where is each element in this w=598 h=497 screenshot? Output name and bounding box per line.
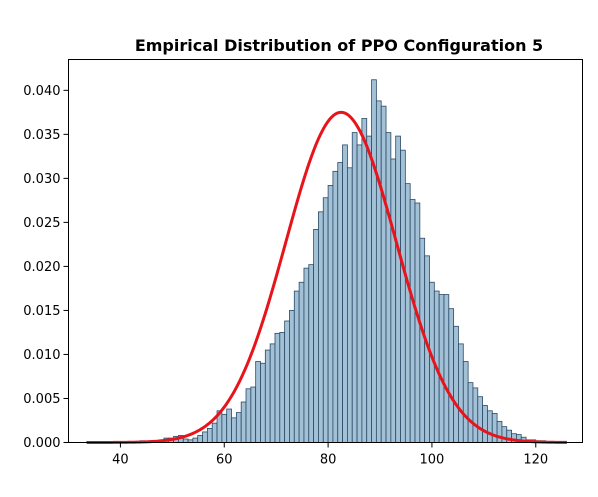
histogram-bar [226, 408, 232, 443]
histogram-bar [245, 388, 252, 443]
histogram-bar [231, 417, 237, 443]
histogram-bar [375, 100, 382, 443]
histogram-bar [467, 382, 474, 443]
histogram-bar [298, 281, 305, 443]
y-tick-label: 0.020 [23, 260, 60, 275]
histogram-bar [211, 422, 218, 443]
y-tick-label: 0.010 [23, 348, 60, 363]
histogram-bar [491, 413, 498, 443]
y-tick-label: 0.025 [23, 216, 60, 231]
histogram-bar [342, 144, 348, 443]
histogram-bar [235, 412, 242, 443]
y-tick-label: 0.040 [23, 84, 60, 99]
plot-frame [68, 59, 583, 443]
histogram-bar [293, 290, 300, 443]
histogram-bar [202, 431, 208, 443]
histogram-bar [192, 437, 199, 443]
y-tick-label: 0.030 [23, 172, 60, 187]
histogram-bar [400, 149, 406, 443]
histogram-bar [255, 361, 261, 443]
histogram-bar [458, 343, 464, 443]
histogram-bar [351, 132, 358, 443]
histogram-bar [318, 211, 324, 443]
x-tick-label: 60 [216, 453, 233, 468]
histogram-bar [356, 144, 363, 443]
histogram-bar [279, 332, 286, 443]
histogram-bar [438, 294, 445, 443]
y-tick-label: 0.015 [23, 304, 60, 319]
histogram-bar [221, 413, 228, 443]
histogram-bar [385, 132, 392, 443]
histogram-bar [380, 105, 387, 443]
histogram-bar [206, 428, 213, 443]
histogram-bar [313, 229, 319, 443]
y-tick-label: 0.005 [23, 392, 60, 407]
histogram-bar [472, 387, 479, 443]
x-tick-label: 80 [320, 453, 337, 468]
y-tick-label: 0.035 [23, 128, 60, 143]
histogram-bar [419, 237, 426, 443]
histogram-bar [395, 135, 401, 443]
histogram-bar [182, 438, 189, 443]
histogram-bar [327, 185, 334, 443]
histogram-bar [477, 396, 484, 443]
normal-fit-curve [86, 110, 567, 444]
histogram-bar [197, 435, 203, 443]
histogram-bar [322, 197, 329, 443]
x-tick-label: 120 [523, 453, 548, 468]
histogram-bars [86, 79, 556, 443]
x-axis: 40 60 80 100 120 [112, 442, 548, 468]
y-tick-label: 0.000 [23, 436, 60, 451]
histogram-bar [404, 183, 411, 443]
histogram-bar [274, 332, 281, 443]
histogram-bar [496, 420, 503, 443]
histogram-bar [337, 162, 343, 443]
histogram-bar [453, 325, 459, 443]
histogram-bar [308, 264, 315, 443]
histogram-bar [250, 386, 257, 443]
histogram-bar [347, 167, 353, 443]
histogram-bar [260, 362, 266, 443]
histogram-bar [409, 199, 416, 443]
histogram-bar [487, 410, 493, 443]
histogram-bar [366, 135, 372, 443]
histogram-bar [482, 405, 488, 443]
histogram-bar [448, 308, 455, 443]
histogram-bar [462, 361, 469, 443]
histogram-bar [361, 118, 368, 443]
histogram-bar [264, 349, 271, 443]
histogram-bar [371, 79, 377, 443]
histogram-bar [332, 170, 339, 443]
histogram-bar [289, 310, 295, 443]
histogram-bar [240, 401, 247, 443]
histogram-bar [303, 267, 310, 443]
histogram-bar [284, 320, 290, 443]
y-axis: 0.000 0.005 0.010 0.015 0.020 0.025 0.030 0.035… [23, 84, 69, 451]
x-tick-label: 100 [420, 453, 445, 468]
x-tick-label: 40 [112, 453, 129, 468]
chart-title: Empirical Distribution of PPO Configurat… [135, 36, 543, 55]
histogram-bar [390, 158, 397, 443]
histogram-bar [269, 343, 276, 443]
histogram-bar [443, 294, 450, 443]
